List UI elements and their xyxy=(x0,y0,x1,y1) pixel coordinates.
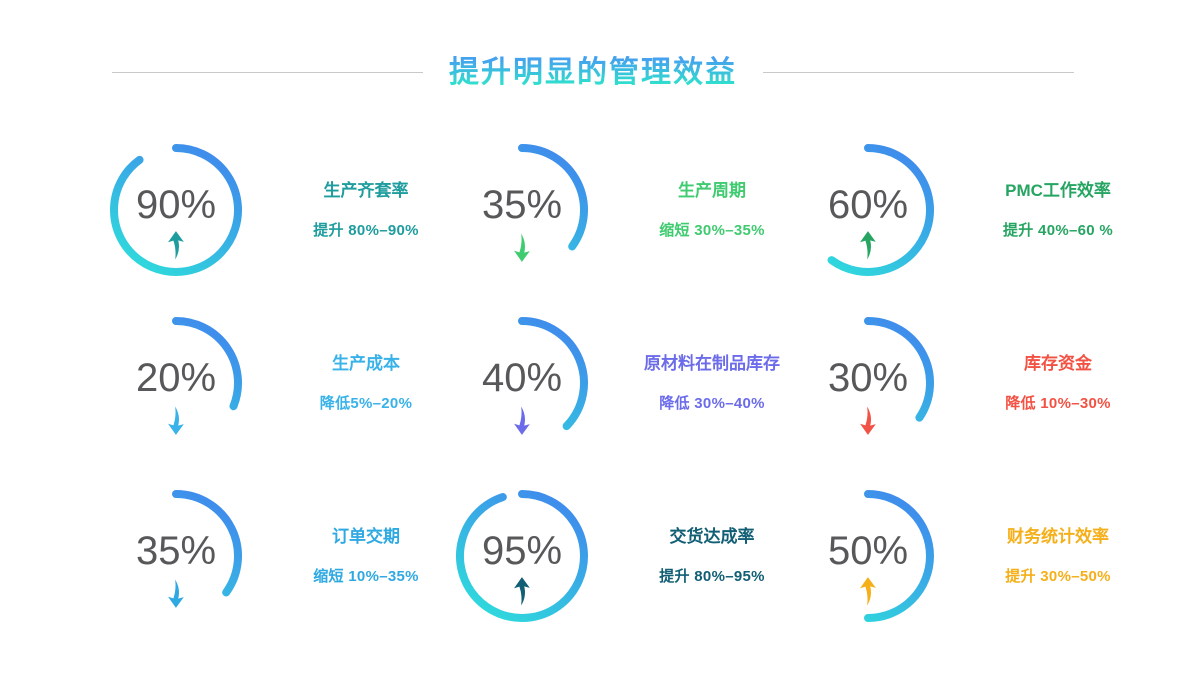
metric-change: 提升 80%–90% xyxy=(313,221,419,239)
trend-down-arrow-icon xyxy=(168,578,184,608)
metric-card: 60% PMC工作效率 提升 40%–60 % xyxy=(798,140,1144,280)
gauge-ring: 20% xyxy=(106,313,246,453)
metric-label: 生产周期 xyxy=(678,180,746,200)
gauge-arc-path xyxy=(864,316,934,422)
metric-card: 50% 财务统计效率 提升 30%–50% xyxy=(798,486,1144,626)
page-title: 提升明显的管理效益 xyxy=(449,56,737,89)
trend-up-arrow-icon xyxy=(514,576,530,606)
metric-text: 生产成本 降低5%–20% xyxy=(280,355,452,411)
metric-card: 20% 生产成本 降低5%–20% xyxy=(106,313,452,453)
metric-text: 库存资金 降低 10%–30% xyxy=(972,355,1144,411)
gauge-value: 30% xyxy=(827,355,909,400)
title-rule-right xyxy=(763,72,1074,73)
gauge-arc-path xyxy=(827,143,934,276)
gauge-arc xyxy=(110,143,242,276)
metric-label: 生产齐套率 xyxy=(323,180,409,200)
metric-card: 90% 生产齐套率 提升 80%–90% xyxy=(106,140,452,280)
header: 提升明显的管理效益 xyxy=(0,0,1186,89)
metric-change: 提升 30%–50% xyxy=(1005,567,1111,585)
gauge-ring: 30% xyxy=(798,313,938,453)
metric-change: 缩短 10%–35% xyxy=(313,567,419,585)
metric-card: 35% 订单交期 缩短 10%–35% xyxy=(106,486,452,626)
gauge-arc xyxy=(864,316,934,422)
gauge-arc-path xyxy=(172,316,242,410)
metric-change: 降低5%–20% xyxy=(319,394,413,412)
metric-text: 财务统计效率 提升 30%–50% xyxy=(972,528,1144,584)
metric-text: 订单交期 缩短 10%–35% xyxy=(280,528,452,584)
gauge-arc-path xyxy=(518,316,588,430)
gauge-arc xyxy=(172,489,242,596)
gauge-value: 60% xyxy=(827,182,909,227)
gauge-value: 35% xyxy=(481,182,563,227)
metric-text: 生产周期 缩短 30%–35% xyxy=(626,182,798,238)
gauge-ring: 95% xyxy=(452,486,592,626)
gauge-arc-path xyxy=(518,143,588,250)
metric-label: 交货达成率 xyxy=(669,526,755,546)
gauge-value: 35% xyxy=(135,528,217,573)
gauge-value: 20% xyxy=(135,355,217,400)
trend-down-arrow-icon xyxy=(168,405,184,435)
gauge-arc xyxy=(172,316,242,410)
metric-card: 40% 原材料在制品库存 降低 30%–40% xyxy=(452,313,798,453)
trend-up-arrow-icon xyxy=(860,230,876,260)
gauge-arc xyxy=(827,143,934,276)
metric-change: 提升 80%–95% xyxy=(659,567,765,585)
gauge-ring: 90% xyxy=(106,140,246,280)
gauge-arc xyxy=(518,316,588,430)
gauge-arc xyxy=(455,489,588,622)
gauge-arc xyxy=(518,143,588,250)
metric-change: 降低 10%–30% xyxy=(1005,394,1111,412)
metric-label: 库存资金 xyxy=(1024,353,1092,373)
metric-label: 财务统计效率 xyxy=(1007,526,1109,546)
trend-down-arrow-icon xyxy=(860,405,876,435)
gauge-ring: 40% xyxy=(452,313,592,453)
gauge-arc-path xyxy=(864,489,934,622)
metric-label: 生产成本 xyxy=(332,353,400,373)
title-rule-left xyxy=(112,72,423,73)
metric-text: 生产齐套率 提升 80%–90% xyxy=(280,182,452,238)
metric-change: 缩短 30%–35% xyxy=(659,221,765,239)
metric-text: PMC工作效率 提升 40%–60 % xyxy=(972,182,1144,238)
metric-card: 95% 交货达成率 提升 80%–95% xyxy=(452,486,798,626)
trend-up-arrow-icon xyxy=(168,230,184,260)
metric-label: PMC工作效率 xyxy=(1005,180,1111,200)
gauge-value: 50% xyxy=(827,528,909,573)
gauge-arc-path xyxy=(455,489,588,622)
gauge-value: 95% xyxy=(481,528,563,573)
metric-label: 订单交期 xyxy=(332,526,400,546)
gauge-value: 40% xyxy=(481,355,563,400)
metric-change: 提升 40%–60 % xyxy=(1002,221,1114,239)
metric-card: 30% 库存资金 降低 10%–30% xyxy=(798,313,1144,453)
trend-up-arrow-icon xyxy=(860,576,876,606)
gauge-value: 90% xyxy=(135,182,217,227)
metric-label: 原材料在制品库存 xyxy=(644,353,780,373)
gauge-arc xyxy=(864,489,934,622)
trend-down-arrow-icon xyxy=(514,405,530,435)
gauge-grid: 90% 生产齐套率 提升 80%–90% 35% 生产周期 缩短 30%–35% xyxy=(106,123,1156,642)
metric-text: 原材料在制品库存 降低 30%–40% xyxy=(626,355,798,411)
metric-change: 降低 30%–40% xyxy=(659,394,765,412)
gauge-ring: 60% xyxy=(798,140,938,280)
metric-card: 35% 生产周期 缩短 30%–35% xyxy=(452,140,798,280)
trend-down-arrow-icon xyxy=(514,232,530,262)
gauge-ring: 50% xyxy=(798,486,938,626)
metric-text: 交货达成率 提升 80%–95% xyxy=(626,528,798,584)
gauge-arc-path xyxy=(110,143,242,276)
gauge-ring: 35% xyxy=(452,140,592,280)
gauge-ring: 35% xyxy=(106,486,246,626)
gauge-arc-path xyxy=(172,489,242,596)
